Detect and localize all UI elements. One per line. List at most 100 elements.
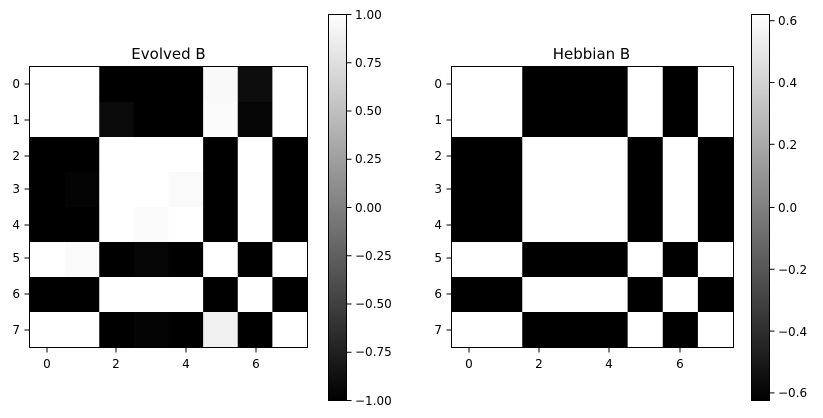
- heatmap-cell: [64, 312, 100, 348]
- heatmap-cell: [64, 172, 100, 208]
- colorbar-tick-label: 1.00: [355, 8, 382, 22]
- colorbar-tick-label: −0.25: [355, 249, 392, 263]
- colorbar-tick-label: 0.6: [778, 14, 797, 28]
- heatmap-cell: [557, 137, 594, 173]
- heatmap-cell: [168, 102, 204, 138]
- heatmap-cell: [522, 67, 558, 103]
- heatmap-cell: [203, 102, 239, 138]
- y-tick-label: 1: [434, 113, 442, 127]
- heatmap-cell: [168, 67, 204, 103]
- heatmap-cell: [168, 137, 204, 173]
- heatmap-cell: [627, 67, 664, 103]
- heatmap-cell: [203, 67, 239, 103]
- chart-title: Evolved B: [131, 45, 205, 63]
- heatmap-cell: [592, 102, 629, 138]
- heatmap-cell: [272, 242, 308, 278]
- heatmap-cell: [522, 207, 558, 243]
- heatmap-cell: [487, 207, 523, 243]
- heatmap-cell: [487, 137, 523, 173]
- heatmap-cell: [557, 207, 594, 243]
- heatmap-cell: [237, 67, 273, 103]
- heatmap-panel-evolved: Evolved B 0 2 4 6 0 1 2 3 4 5: [12, 8, 391, 408]
- heatmap-cell: [168, 207, 204, 243]
- heatmap-cell: [487, 172, 523, 208]
- heatmap-cell: [99, 277, 135, 313]
- colorbar-gradient: [328, 14, 347, 401]
- heatmap-cell: [272, 137, 308, 173]
- heatmap-cell: [168, 277, 204, 313]
- heatmap-cell: [30, 242, 66, 278]
- y-tick-label: 7: [434, 323, 442, 337]
- heatmap-cell: [557, 172, 594, 208]
- y-tick-label: 5: [12, 251, 20, 265]
- heatmap-cell: [697, 277, 734, 313]
- colorbar-tick-label: 0.2: [778, 138, 797, 152]
- heatmap-cell: [30, 137, 66, 173]
- y-tick-label: 3: [434, 182, 442, 196]
- colorbar-tick-label: 0.25: [355, 152, 382, 166]
- y-tick-label: 0: [12, 77, 20, 91]
- heatmap-cell: [452, 137, 488, 173]
- heatmap-cell: [99, 102, 135, 138]
- y-axis: 0 1 2 3 4 5 6 7: [434, 77, 452, 337]
- heatmap-cell: [557, 102, 594, 138]
- heatmap-cell: [237, 207, 273, 243]
- heatmap-cell: [662, 102, 699, 138]
- colorbar-gradient: [751, 14, 770, 401]
- heatmap-cell: [452, 67, 488, 103]
- heatmap-cell: [662, 242, 699, 278]
- colorbar-tick-label: 0.75: [355, 56, 382, 70]
- heatmap-cell: [592, 172, 629, 208]
- heatmap-cell: [487, 67, 523, 103]
- heatmap-cell: [168, 172, 204, 208]
- heatmap-cell: [203, 277, 239, 313]
- y-tick-label: 2: [434, 149, 442, 163]
- colorbar: 1.00 0.75 0.50 0.25 0.00 −0.25 −0.50 −0.…: [328, 8, 392, 408]
- heatmap-cell: [133, 102, 170, 138]
- heatmap-cell: [272, 102, 308, 138]
- heatmap-cell: [662, 312, 699, 348]
- heatmap-cell: [557, 277, 594, 313]
- colorbar-tick-label: 0.0: [778, 201, 797, 215]
- heatmap-cell: [133, 172, 170, 208]
- heatmap-cell: [592, 67, 629, 103]
- plot-frame: [451, 66, 734, 348]
- heatmap-cell: [272, 277, 308, 313]
- heatmap-cell: [662, 137, 699, 173]
- heatmap-cell: [272, 172, 308, 208]
- x-tick-label: 2: [535, 357, 543, 371]
- heatmap-cell: [662, 207, 699, 243]
- y-tick-label: 7: [12, 323, 20, 337]
- heatmap-cell: [697, 312, 734, 348]
- y-tick-label: 3: [12, 182, 20, 196]
- y-tick-label: 4: [434, 218, 442, 232]
- heatmap-cell: [592, 137, 629, 173]
- heatmap-cell: [697, 242, 734, 278]
- heatmap-cell: [697, 102, 734, 138]
- heatmap-cell: [592, 277, 629, 313]
- heatmap-cell: [99, 312, 135, 348]
- x-tick-label: 4: [182, 357, 190, 371]
- heatmap-cell: [452, 172, 488, 208]
- x-tick-label: 4: [605, 357, 613, 371]
- heatmap-cell: [272, 67, 308, 103]
- heatmap-cell: [522, 172, 558, 208]
- y-tick-label: 1: [12, 113, 20, 127]
- heatmap-cell: [30, 207, 66, 243]
- heatmap-cell: [452, 277, 488, 313]
- heatmap-cell: [592, 242, 629, 278]
- colorbar-tick-label: −1.00: [355, 394, 392, 408]
- heatmap-cell: [99, 172, 135, 208]
- heatmap-cell: [237, 312, 273, 348]
- heatmap-cell: [487, 277, 523, 313]
- heatmap-cell: [272, 207, 308, 243]
- heatmap-cell: [237, 242, 273, 278]
- heatmap-cell: [64, 207, 100, 243]
- heatmap-cell: [522, 277, 558, 313]
- heatmap-cell: [133, 207, 170, 243]
- heatmap-cell: [133, 137, 170, 173]
- y-tick-label: 6: [434, 287, 442, 301]
- heatmap-cell: [592, 207, 629, 243]
- heatmap-cell: [522, 242, 558, 278]
- colorbar-tick-label: 0.50: [355, 104, 382, 118]
